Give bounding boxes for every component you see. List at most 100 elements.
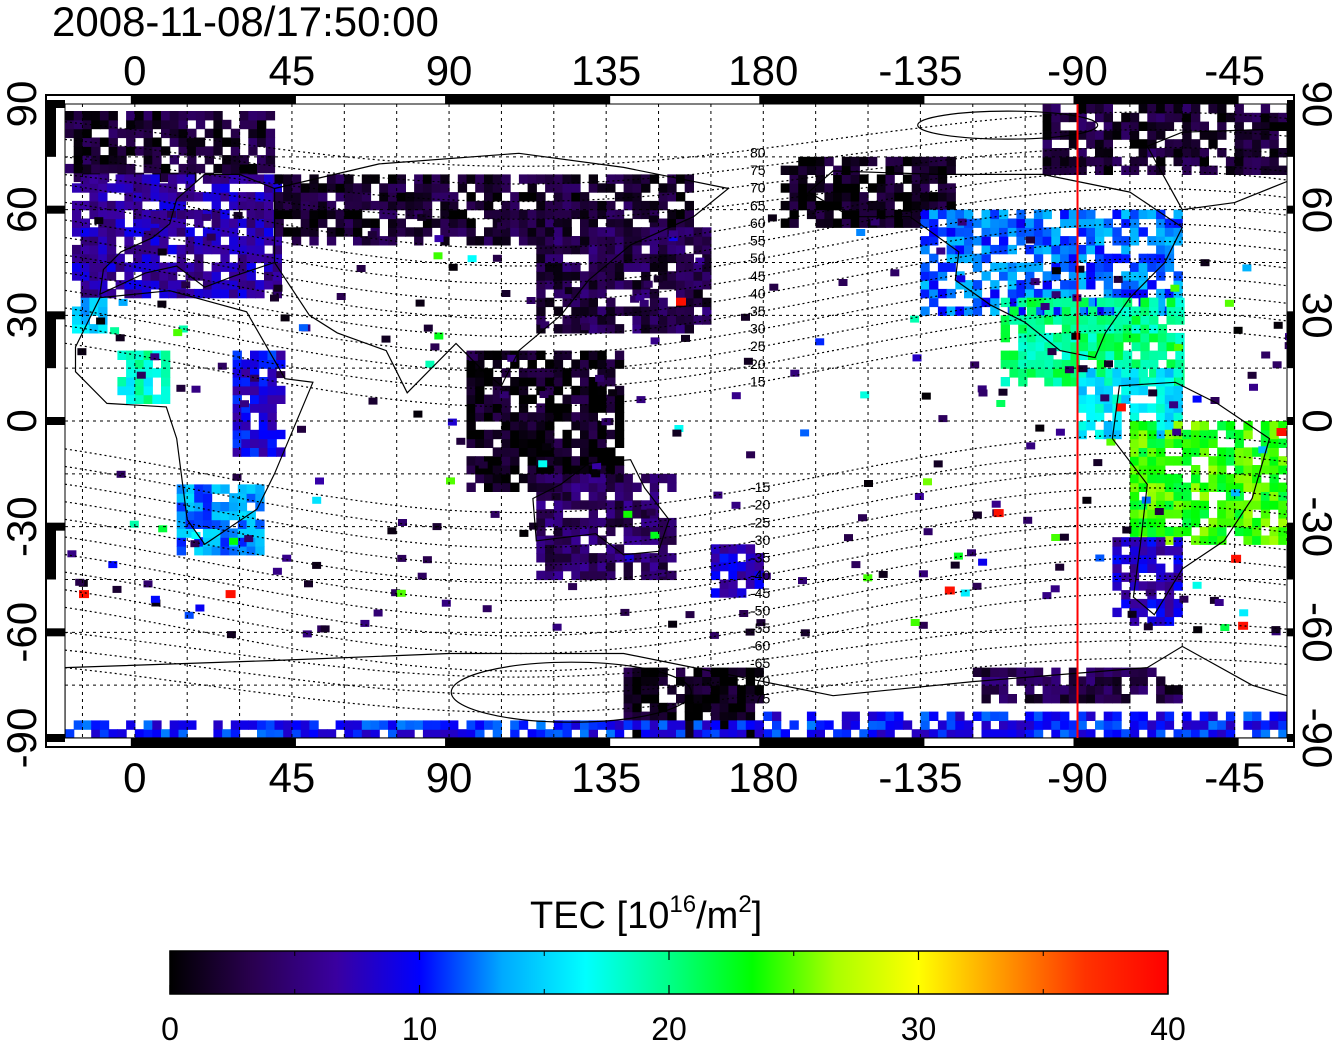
frame-bar-left [46, 315, 56, 369]
lon-tick-top [602, 95, 611, 104]
mlat-label: -65 [750, 655, 770, 671]
lon-label-bottom: -45 [1204, 754, 1265, 801]
mlat-label: -15 [750, 479, 770, 495]
lat-tick-left [46, 628, 65, 637]
frame-bar-left [46, 526, 56, 580]
mlat-label: -50 [750, 602, 770, 618]
mlat-contour [65, 504, 1287, 584]
map-plot-area [65, 104, 1287, 738]
lat-label-left: -60 [0, 602, 45, 663]
mlat-contour [65, 469, 1287, 549]
lon-label-bottom: 45 [269, 754, 316, 801]
lon-label-top: 180 [728, 47, 798, 94]
coastline-asia [273, 152, 730, 394]
mlat-contour [65, 622, 1287, 678]
mlat-label: -20 [750, 497, 770, 513]
frame-bar-bottom [134, 738, 292, 747]
lat-label-left: -90 [0, 708, 45, 769]
mlat-label: 65 [750, 197, 766, 213]
lat-label-right: 0 [1294, 409, 1340, 432]
mlat-contour [65, 592, 1287, 672]
mlat-label: 70 [750, 180, 766, 196]
mlat-contour [65, 146, 1287, 203]
mlat-label: -45 [750, 585, 770, 601]
mlat-contour-south [450, 661, 692, 723]
lon-label-bottom: 180 [728, 754, 798, 801]
coastline-europe [99, 173, 276, 296]
lon-label-top: 90 [426, 47, 473, 94]
frame-bar-bottom [449, 738, 607, 747]
lat-label-left: -30 [0, 496, 45, 557]
lat-label-right: 90 [1294, 81, 1340, 128]
mlat-label: 50 [750, 250, 766, 266]
frame-bar-top [1077, 95, 1235, 104]
colorbar-tick-label: 20 [651, 1011, 687, 1042]
lon-label-bottom: -135 [878, 754, 962, 801]
coastline-south-america [1111, 381, 1271, 616]
tec-region-antarctica-coast [972, 667, 1183, 704]
lon-label-top: -135 [878, 47, 962, 94]
mlat-label: 20 [750, 356, 766, 372]
coastline-north-america [807, 170, 1184, 359]
mlat-label: 60 [750, 215, 766, 231]
mlat-label: 55 [750, 233, 766, 249]
mlat-label: -55 [750, 620, 770, 636]
mlat-contour [65, 487, 1287, 567]
lon-label-top: 0 [123, 47, 146, 94]
mlat-contour [65, 205, 1287, 285]
lat-label-right: -60 [1294, 602, 1340, 663]
mlat-label: 35 [750, 303, 766, 319]
frame-bar-left [46, 104, 56, 157]
mlat-label: -40 [750, 567, 770, 583]
tec-region-australia [536, 473, 677, 581]
lat-tick-right [1287, 734, 1294, 742]
mlat-contour [65, 164, 1287, 220]
tec-region-antarctica-west-band [65, 720, 764, 738]
colorbar-ticks: 0 10 20 30 40 [161, 951, 1186, 1042]
mlat-label: 75 [750, 162, 766, 178]
mlat-contour [65, 240, 1287, 320]
mlat-contour [65, 575, 1287, 655]
lon-label-bottom: -90 [1047, 754, 1108, 801]
lat-tick-right [1287, 628, 1294, 637]
tec-region-antarctica-band [763, 711, 1287, 738]
mlat-contour [65, 187, 1287, 267]
mlat-contour [65, 311, 1287, 390]
colorbar-tick-label: 0 [161, 1011, 179, 1042]
coastlines [65, 128, 1287, 738]
mlat-contour [65, 223, 1287, 302]
mlat-contour [65, 129, 1287, 185]
mlat-label: -35 [750, 550, 770, 566]
mlat-contour [65, 639, 1287, 696]
mlat-label: 25 [750, 338, 766, 354]
tec-region-east-asia [536, 227, 712, 334]
figure-title: 2008-11-08/17:50:00 [52, 0, 439, 45]
lon-label-top: 135 [571, 47, 641, 94]
lon-label-bottom: 135 [571, 754, 641, 801]
colorbar-tick-label: 30 [901, 1011, 937, 1042]
lat-tick-left [46, 417, 65, 425]
lon-label-top: -45 [1204, 47, 1265, 94]
lat-tick-right [1287, 205, 1294, 214]
tec-region-south-america-south [1112, 537, 1183, 626]
lat-label-left: 30 [0, 292, 45, 339]
tec-region-europe [72, 174, 282, 299]
frame-bar-top [449, 95, 607, 104]
lat-label-right: -30 [1294, 496, 1340, 557]
coastline-australia [532, 459, 670, 556]
mlat-label: 15 [750, 373, 766, 389]
coastline-greenland [1146, 128, 1287, 211]
lat-tick-left [46, 205, 65, 214]
colorbar-tick-label: 10 [402, 1011, 438, 1042]
mlat-label: -25 [750, 514, 770, 530]
mlat-contour [65, 293, 1287, 373]
mlat-contour [65, 522, 1287, 602]
colorbar-tick-label: 40 [1150, 1011, 1186, 1042]
lon-label-bottom: 90 [426, 754, 473, 801]
mlat-contour [65, 540, 1287, 619]
tec-data-layer [65, 104, 1287, 738]
coastline-africa [74, 290, 314, 546]
mlat-contour [65, 170, 1287, 250]
